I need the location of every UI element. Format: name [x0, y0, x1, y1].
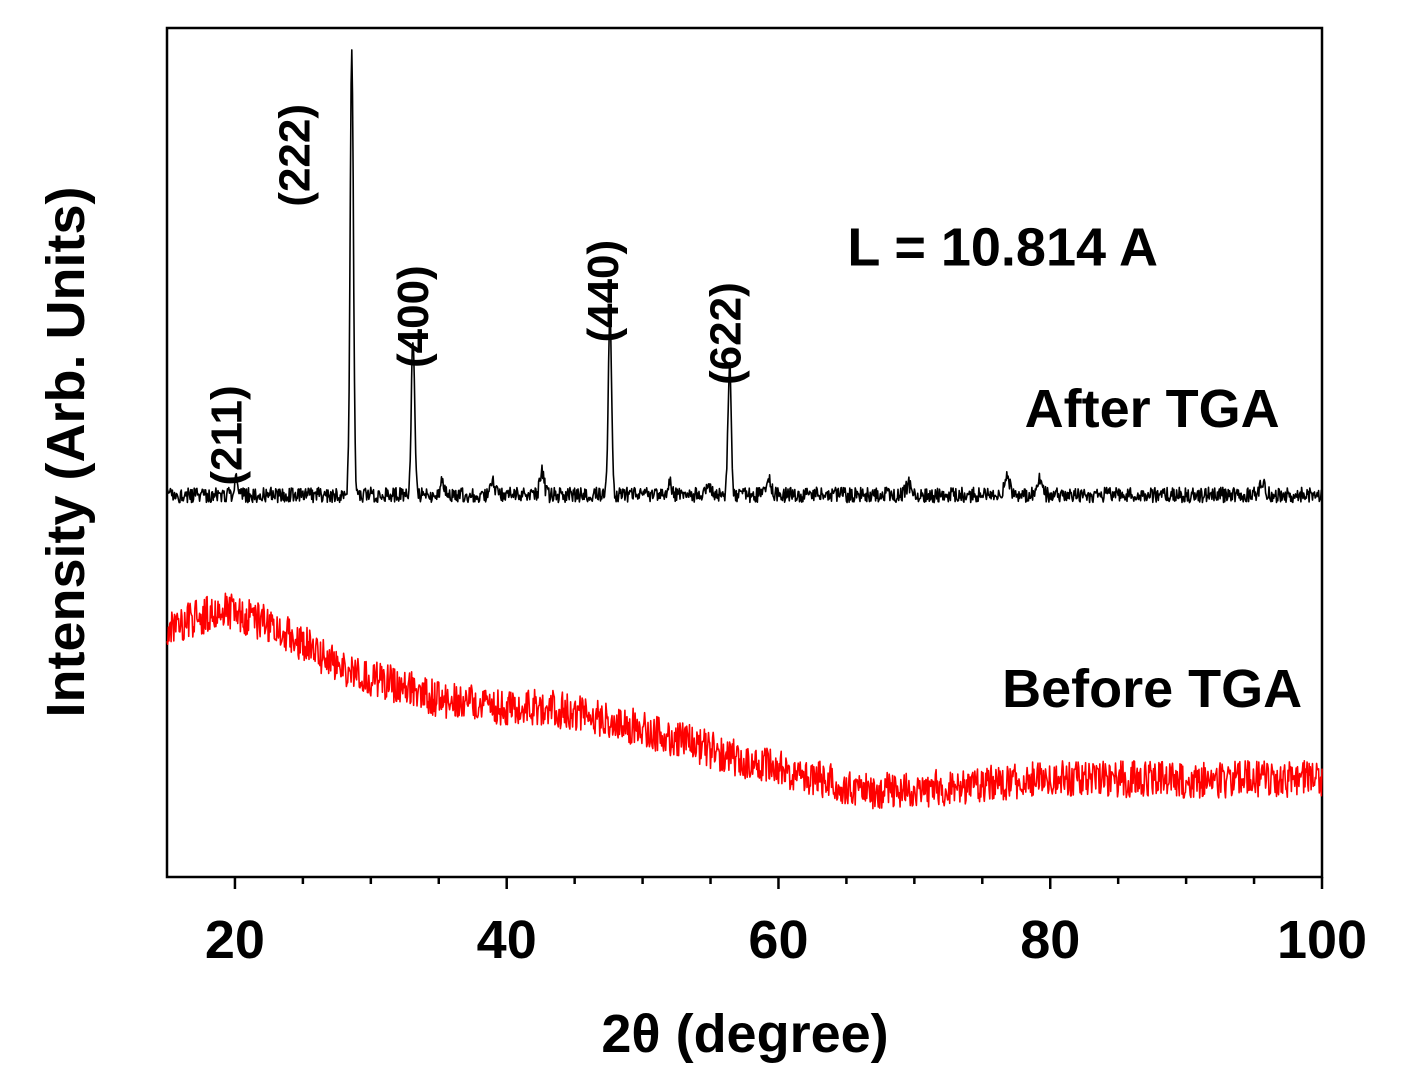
peak-label: (440): [579, 240, 628, 343]
series-after-tga: [166, 49, 1323, 504]
peak-label: (400): [389, 265, 438, 368]
peak-label: (222): [271, 104, 320, 207]
x-tick-label: 60: [748, 910, 808, 970]
series-layer: [166, 49, 1323, 810]
series-before-tga: [166, 592, 1323, 810]
plot-frame: [165, 26, 1324, 879]
annotation-lattice: L = 10.814 A: [847, 218, 1158, 278]
x-axis-title: 2θ (degree): [601, 1004, 888, 1064]
peak-label: (622): [701, 282, 750, 385]
peak-labels: (211) (222) (400) (440) (622): [203, 104, 751, 486]
x-axis-ticks: [233, 877, 1324, 889]
x-tick-label: 40: [477, 910, 537, 970]
x-tick-label: 80: [1020, 910, 1080, 970]
series-label: Before TGA: [1002, 659, 1302, 719]
x-tick-labels: 20 40 60 80 100: [205, 910, 1367, 970]
series-label: After TGA: [1025, 379, 1280, 439]
peak-label: (211): [203, 385, 252, 485]
series-labels: After TGA Before TGA: [1002, 379, 1302, 719]
x-tick-label: 100: [1277, 910, 1367, 970]
x-tick-label: 20: [205, 910, 265, 970]
y-axis-title: Intensity (Arb. Units): [36, 186, 96, 717]
